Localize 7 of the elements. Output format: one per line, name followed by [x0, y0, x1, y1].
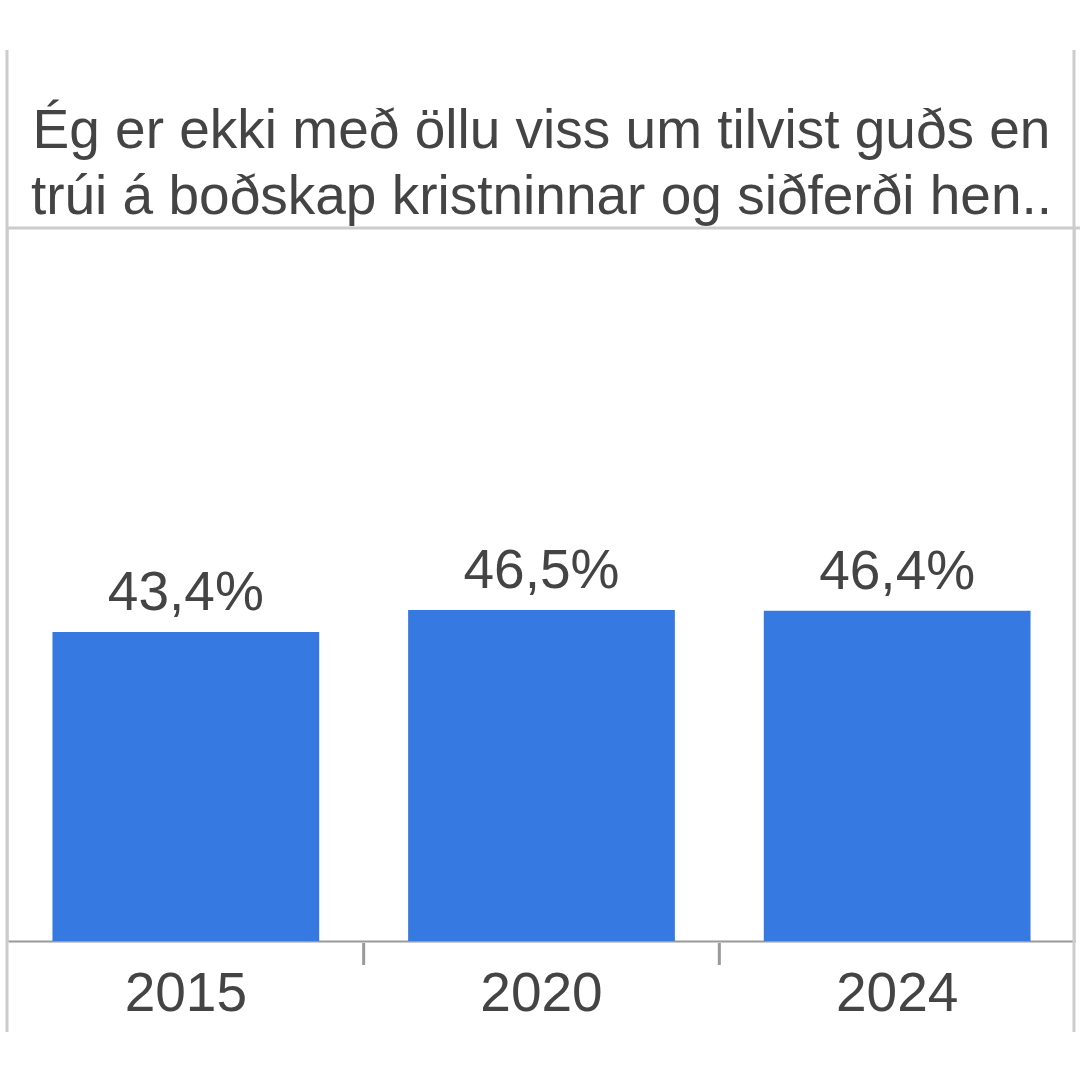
data-label: 43,4% — [107, 560, 264, 623]
x-tick-label: 2024 — [835, 960, 959, 1023]
x-tick-label: 2020 — [480, 960, 603, 1023]
data-label: 46,4% — [819, 538, 976, 601]
data-label: 46,5% — [463, 538, 620, 600]
x-tick-label: 2015 — [124, 960, 248, 1023]
chart-title: Ég er ekki með öllu viss um tilvist guðs en trúi á boðskap kristninnar og siðferði hen.. — [30, 97, 1053, 226]
